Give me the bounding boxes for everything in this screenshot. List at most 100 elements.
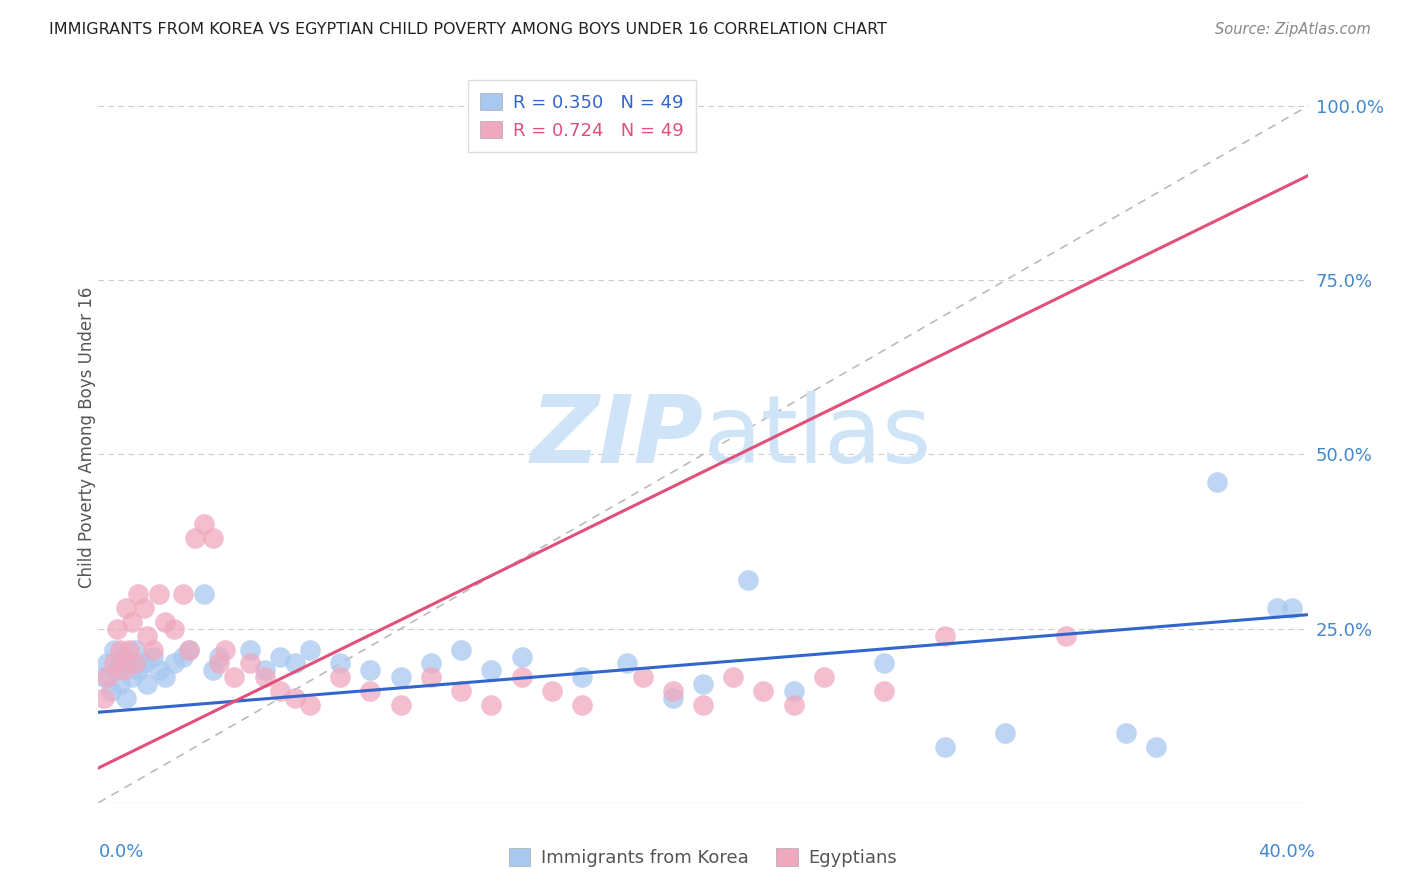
Point — [269, 649, 291, 664]
Point — [752, 684, 775, 698]
Point — [723, 670, 745, 684]
Point — [202, 531, 225, 545]
Point — [103, 657, 125, 671]
Point — [389, 698, 412, 713]
Point — [100, 684, 122, 698]
Point — [631, 670, 654, 684]
Point — [994, 726, 1017, 740]
Point — [1054, 629, 1077, 643]
Point — [179, 642, 201, 657]
Point — [93, 670, 115, 684]
Point — [420, 670, 443, 684]
Text: Source: ZipAtlas.com: Source: ZipAtlas.com — [1215, 22, 1371, 37]
Point — [510, 649, 533, 664]
Point — [96, 670, 118, 684]
Point — [692, 698, 714, 713]
Point — [214, 642, 236, 657]
Point — [142, 642, 165, 657]
Point — [208, 649, 231, 664]
Point — [172, 649, 194, 664]
Point — [329, 670, 352, 684]
Text: 0.0%: 0.0% — [98, 843, 143, 861]
Point — [114, 691, 136, 706]
Point — [127, 664, 149, 678]
Point — [142, 649, 165, 664]
Point — [202, 664, 225, 678]
Point — [284, 657, 307, 671]
Point — [481, 664, 503, 678]
Point — [540, 684, 562, 698]
Point — [571, 670, 593, 684]
Point — [571, 698, 593, 713]
Point — [662, 691, 685, 706]
Point — [111, 649, 134, 664]
Point — [111, 664, 134, 678]
Point — [1115, 726, 1137, 740]
Point — [121, 670, 143, 684]
Point — [1267, 600, 1289, 615]
Point — [813, 670, 835, 684]
Point — [1281, 600, 1303, 615]
Point — [284, 691, 307, 706]
Legend: Immigrants from Korea, Egyptians: Immigrants from Korea, Egyptians — [498, 838, 908, 878]
Point — [420, 657, 443, 671]
Point — [132, 600, 155, 615]
Point — [1144, 740, 1167, 755]
Point — [193, 517, 215, 532]
Point — [93, 691, 115, 706]
Point — [450, 642, 472, 657]
Point — [360, 664, 382, 678]
Point — [329, 657, 352, 671]
Text: ZIP: ZIP — [530, 391, 703, 483]
Point — [148, 664, 170, 678]
Point — [662, 684, 685, 698]
Point — [1206, 475, 1229, 490]
Point — [108, 677, 131, 691]
Point — [153, 615, 176, 629]
Point — [121, 615, 143, 629]
Point — [163, 622, 186, 636]
Point — [692, 677, 714, 691]
Point — [124, 657, 146, 671]
Point — [135, 677, 157, 691]
Point — [172, 587, 194, 601]
Point — [148, 587, 170, 601]
Point — [269, 684, 291, 698]
Point — [208, 657, 231, 671]
Point — [118, 642, 141, 657]
Point — [389, 670, 412, 684]
Point — [737, 573, 759, 587]
Point — [153, 670, 176, 684]
Point — [127, 587, 149, 601]
Point — [299, 698, 322, 713]
Point — [481, 698, 503, 713]
Point — [239, 657, 262, 671]
Point — [135, 629, 157, 643]
Point — [616, 657, 638, 671]
Point — [103, 642, 125, 657]
Point — [783, 698, 806, 713]
Point — [193, 587, 215, 601]
Point — [873, 657, 896, 671]
Point — [105, 622, 128, 636]
Point — [179, 642, 201, 657]
Text: 40.0%: 40.0% — [1258, 843, 1315, 861]
Point — [450, 684, 472, 698]
Point — [239, 642, 262, 657]
Point — [360, 684, 382, 698]
Point — [253, 670, 276, 684]
Text: atlas: atlas — [703, 391, 931, 483]
Point — [163, 657, 186, 671]
Point — [124, 642, 146, 657]
Point — [934, 629, 956, 643]
Point — [184, 531, 207, 545]
Point — [96, 657, 118, 671]
Point — [132, 657, 155, 671]
Point — [105, 664, 128, 678]
Point — [108, 642, 131, 657]
Point — [934, 740, 956, 755]
Point — [510, 670, 533, 684]
Point — [783, 684, 806, 698]
Point — [299, 642, 322, 657]
Y-axis label: Child Poverty Among Boys Under 16: Child Poverty Among Boys Under 16 — [79, 286, 96, 588]
